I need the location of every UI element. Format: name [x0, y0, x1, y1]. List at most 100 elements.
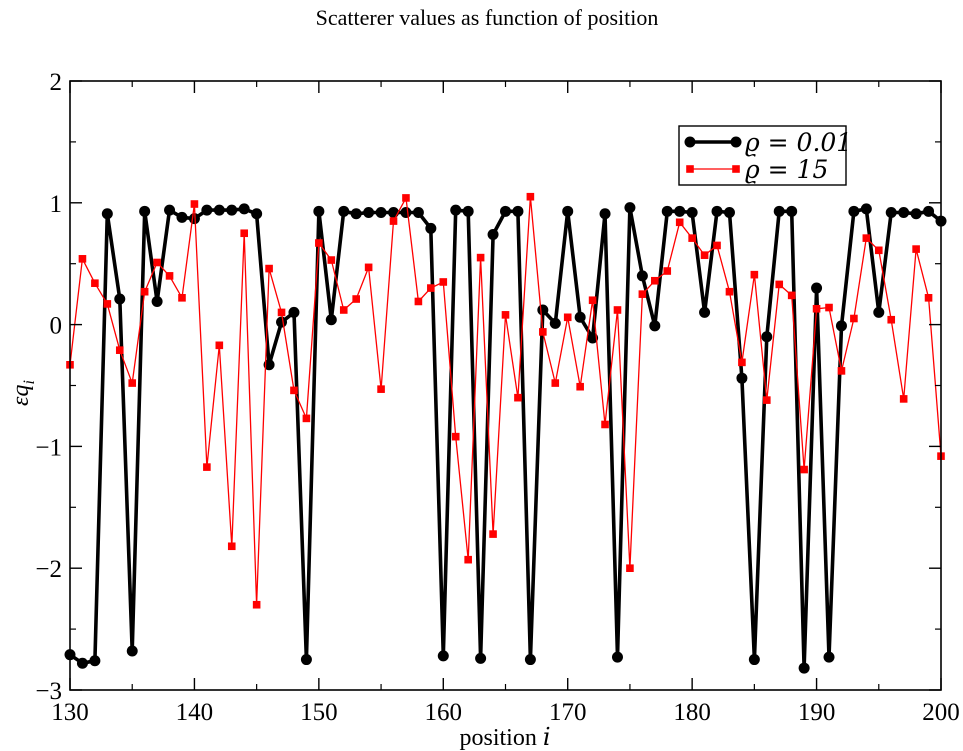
- data-point: [251, 208, 263, 220]
- data-point: [873, 306, 885, 318]
- data-point: [599, 208, 611, 220]
- x-tick-label: 190: [798, 699, 836, 726]
- data-point: [363, 207, 375, 219]
- data-point: [277, 308, 286, 317]
- data-point: [835, 320, 847, 332]
- data-point: [899, 395, 908, 403]
- data-point: [651, 276, 659, 285]
- data-point: [178, 294, 186, 302]
- x-axis-label: position i: [459, 723, 550, 751]
- data-point: [675, 218, 684, 227]
- x-tick-label: 200: [922, 699, 960, 726]
- x-tick-label: 130: [51, 699, 89, 726]
- data-point: [862, 234, 871, 242]
- y-tick-label: −2: [35, 556, 62, 583]
- data-point: [400, 207, 412, 219]
- y-tick-label: 0: [50, 313, 63, 340]
- data-point: [238, 203, 250, 215]
- legend-marker: [686, 165, 694, 173]
- data-point: [176, 211, 188, 223]
- y-axis-label-epsilon: εq: [8, 384, 34, 405]
- data-point: [101, 208, 113, 220]
- data-point: [501, 311, 510, 319]
- data-point: [763, 396, 771, 404]
- data-point: [388, 207, 400, 219]
- data-point: [302, 414, 311, 423]
- data-point: [464, 555, 472, 564]
- data-point: [626, 564, 634, 572]
- y-axis-label: εqi: [8, 380, 38, 406]
- series-line: [68, 205, 943, 670]
- data-point: [686, 207, 698, 219]
- data-point: [638, 290, 647, 298]
- data-point: [624, 202, 636, 214]
- data-point: [688, 234, 696, 242]
- y-tick-label: 2: [50, 69, 63, 96]
- data-point: [226, 204, 238, 216]
- series-1: [64, 202, 947, 674]
- data-point: [898, 207, 910, 219]
- data-point: [427, 284, 435, 292]
- data-point: [265, 264, 273, 273]
- data-point: [874, 246, 883, 255]
- legend: ϱ = 0.01ϱ = 15: [678, 125, 852, 186]
- data-point: [562, 205, 574, 217]
- data-point: [850, 314, 858, 323]
- data-point: [325, 314, 337, 326]
- data-point: [524, 654, 536, 666]
- data-point: [89, 655, 101, 667]
- data-point: [811, 282, 823, 294]
- series-layer: [64, 192, 947, 674]
- data-point: [313, 205, 325, 217]
- data-point: [674, 205, 686, 217]
- data-point: [327, 256, 336, 264]
- data-point: [713, 241, 721, 250]
- data-point: [860, 203, 872, 215]
- data-point: [663, 267, 672, 275]
- data-point: [910, 208, 922, 220]
- legend-marker: [732, 165, 740, 173]
- data-point: [775, 280, 784, 289]
- y-axis-label-subscript: i: [21, 380, 38, 384]
- data-point: [437, 650, 449, 662]
- data-point: [377, 385, 385, 393]
- data-point: [514, 393, 522, 402]
- series-2: [66, 192, 945, 609]
- data-point: [213, 204, 225, 216]
- data-point: [425, 222, 437, 234]
- data-point: [103, 300, 112, 308]
- x-axis-label-symbol: i: [543, 723, 551, 751]
- data-point: [414, 297, 423, 306]
- data-point: [252, 600, 261, 609]
- data-point: [240, 229, 248, 238]
- data-point: [114, 293, 126, 305]
- data-point: [364, 263, 373, 272]
- x-tick-label: 170: [549, 699, 587, 726]
- legend-box: [678, 125, 847, 186]
- data-point: [786, 205, 798, 217]
- data-point: [153, 258, 161, 267]
- data-point: [76, 657, 88, 669]
- data-point: [375, 207, 387, 219]
- data-point: [263, 359, 275, 371]
- data-point: [563, 313, 572, 322]
- x-tick-label: 160: [425, 699, 463, 726]
- data-point: [823, 651, 835, 663]
- data-point: [576, 382, 584, 391]
- data-point: [539, 328, 547, 336]
- legend-marker: [684, 136, 696, 148]
- data-point: [201, 204, 213, 216]
- data-point: [699, 306, 711, 318]
- legend-entry-1: ϱ = 0.01: [684, 128, 852, 157]
- y-tick-label: −3: [35, 678, 62, 705]
- data-point: [738, 358, 746, 367]
- data-point: [476, 253, 485, 262]
- x-tick-label: 150: [300, 699, 338, 726]
- data-point: [290, 386, 298, 395]
- data-point: [288, 306, 300, 318]
- data-point: [352, 295, 360, 303]
- legend-label: ϱ = 0.01: [745, 128, 852, 157]
- data-point: [601, 420, 609, 429]
- x-axis-label-word: position: [459, 725, 542, 751]
